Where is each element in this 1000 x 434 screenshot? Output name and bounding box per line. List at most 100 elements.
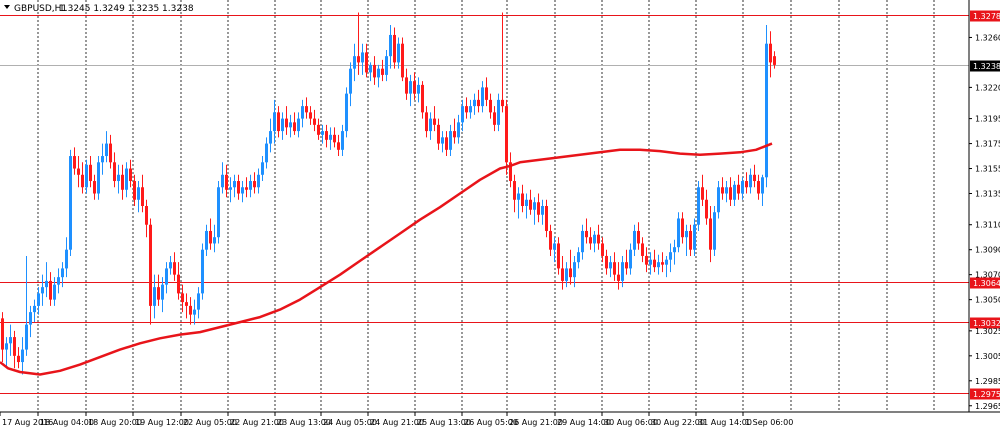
bear-candle — [149, 218, 152, 325]
bull-candle — [117, 164, 120, 194]
candle-body — [761, 177, 764, 194]
x-tick-label: 17 Aug 2016 — [2, 418, 53, 427]
candle-body — [601, 243, 604, 256]
bull-candle — [417, 77, 420, 103]
candle-body — [381, 68, 384, 75]
bull-candle — [733, 181, 736, 206]
bear-candle — [337, 134, 340, 157]
candle-body — [285, 118, 288, 128]
bear-candle — [701, 174, 704, 206]
candle-body — [273, 112, 276, 132]
x-tick-label: 19 Aug 12:00 — [135, 418, 189, 427]
bull-candle — [397, 37, 400, 69]
bear-candle — [601, 237, 604, 263]
bear-candle — [285, 106, 288, 135]
bear-candle — [705, 189, 708, 225]
bull-candle — [233, 174, 236, 198]
candle-body — [457, 122, 460, 138]
y-tick-label: 1.3175 — [975, 140, 1000, 149]
bear-candle — [333, 127, 336, 148]
bull-candle — [281, 112, 284, 140]
bull-candle — [713, 206, 716, 256]
bear-candle — [73, 147, 76, 175]
bear-candle — [225, 164, 228, 198]
candle-body — [277, 112, 280, 132]
bear-candle — [773, 51, 776, 69]
candle-body — [157, 287, 160, 300]
candle-body — [369, 64, 372, 73]
bear-candle — [641, 237, 644, 263]
candle-body — [697, 187, 700, 225]
bull-candle — [153, 274, 156, 319]
candle-body — [149, 224, 152, 306]
candle-body — [421, 84, 424, 113]
candle-body — [537, 202, 540, 215]
bull-candle — [193, 299, 196, 325]
bear-candle — [453, 118, 456, 144]
level-tag — [970, 277, 1000, 289]
candle-body — [313, 118, 316, 125]
bull-candle — [517, 187, 520, 219]
candle-body — [209, 230, 212, 244]
level-tag — [970, 388, 1000, 400]
bull-candle — [137, 181, 140, 213]
candle-body — [101, 156, 104, 163]
candle-body — [237, 181, 240, 194]
chart-header: GBPUSD,H1 1.3245 1.3249 1.3235 1.3238 — [4, 4, 194, 14]
x-tick-label: 22 Aug 05:00 — [183, 418, 237, 427]
bear-candle — [401, 37, 404, 82]
candle-body — [465, 106, 468, 113]
candle-body — [469, 106, 472, 113]
bear-candle — [505, 99, 508, 175]
bear-candle — [357, 12, 360, 75]
candle-body — [21, 349, 24, 363]
bull-candle — [5, 337, 8, 369]
bull-candle — [609, 255, 612, 278]
bull-candle — [273, 99, 276, 144]
bull-candle — [593, 230, 596, 253]
candle-body — [509, 162, 512, 182]
bull-candle — [685, 224, 688, 256]
candle-body — [345, 93, 348, 132]
y-tick-label: 1.3005 — [975, 352, 1000, 361]
candle-body — [85, 164, 88, 188]
y-tick-label: 1.3195 — [975, 115, 1000, 124]
bear-candle — [309, 106, 312, 125]
bull-candle — [97, 156, 100, 200]
bull-candle — [693, 218, 696, 256]
candle-body — [337, 142, 340, 150]
bear-candle — [597, 224, 600, 250]
y-tick-label: 1.3070 — [975, 271, 1000, 280]
candle-body — [53, 284, 56, 300]
candle-body — [561, 268, 564, 281]
candle-body — [445, 137, 448, 150]
level-tag — [970, 10, 1000, 22]
bull-candle — [673, 239, 676, 265]
bull-candle — [441, 131, 444, 153]
candle-body — [317, 124, 320, 135]
bear-candle — [181, 284, 184, 313]
candle-body — [645, 255, 648, 265]
bull-candle — [581, 224, 584, 260]
candle-body — [397, 43, 400, 63]
candle-body — [657, 262, 660, 268]
candle-body — [493, 112, 496, 125]
candle-body — [233, 181, 236, 188]
candle-body — [433, 118, 436, 125]
dropdown-triangle-icon[interactable] — [4, 5, 10, 9]
candle-body — [525, 199, 528, 206]
bear-candle — [477, 89, 480, 113]
bull-candle — [25, 255, 28, 356]
candle-body — [365, 52, 368, 73]
candle-body — [17, 355, 20, 363]
y-tick-label: 1.2985 — [975, 377, 1000, 386]
bull-candle — [37, 287, 40, 315]
candle-body — [217, 187, 220, 238]
horizontal-levels — [0, 15, 969, 394]
bull-candle — [717, 181, 720, 219]
bear-candle — [545, 199, 548, 238]
bear-candle — [189, 297, 192, 325]
bull-candle — [229, 177, 232, 203]
